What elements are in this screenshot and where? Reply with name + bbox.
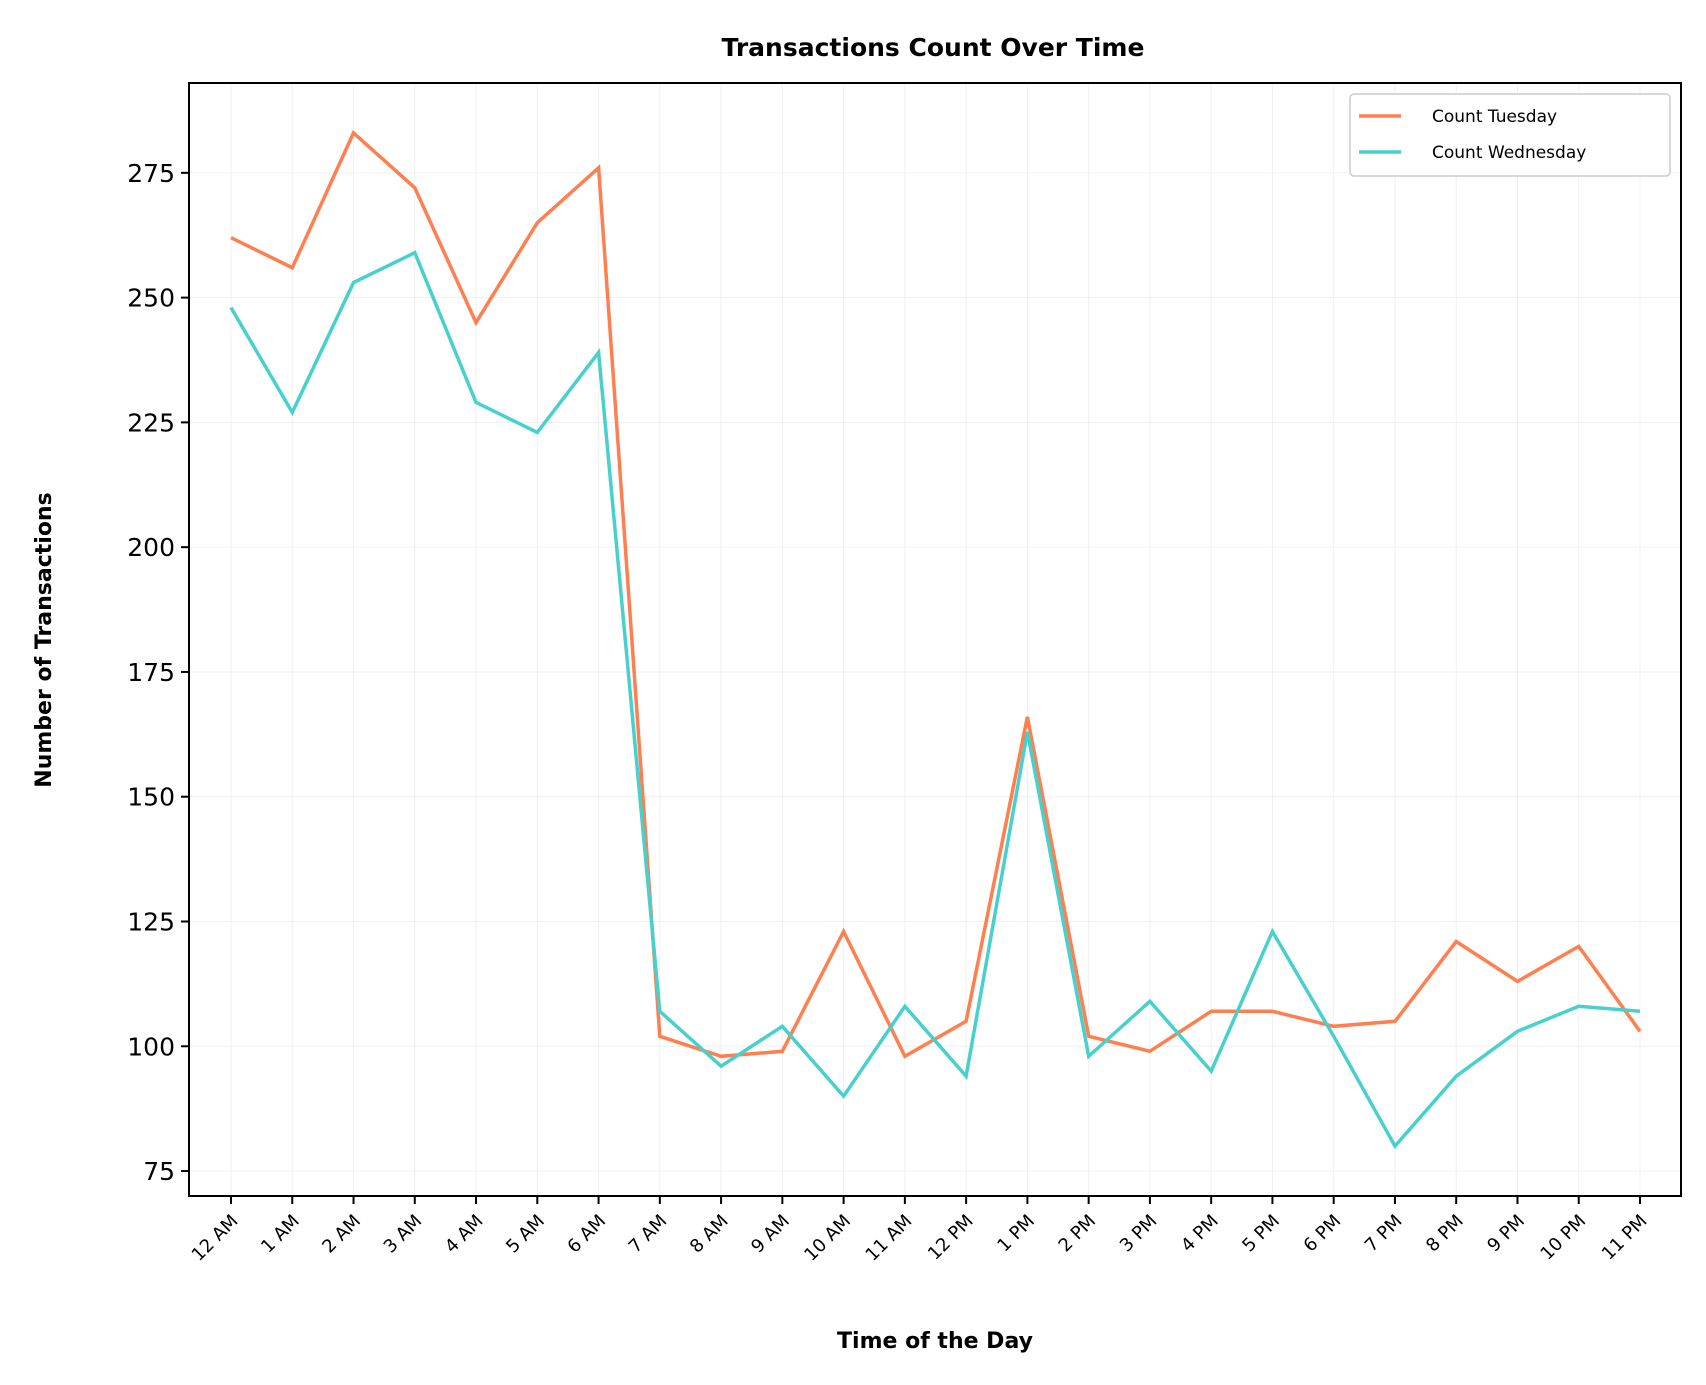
series-lines <box>229 130 1642 1150</box>
legend-box <box>1349 93 1671 177</box>
y-tick-label: 75 <box>143 1157 175 1186</box>
y-tick-label: 275 <box>127 159 175 188</box>
y-tick-label: 175 <box>127 658 175 687</box>
y-tick-label: 225 <box>127 408 175 437</box>
series-line-count-wednesday <box>229 250 1641 1150</box>
x-axis-label: Time of the Day <box>837 1329 1033 1354</box>
chart-title: Transactions Count Over Time <box>722 33 1145 62</box>
legend-label-tuesday: Count Tuesday <box>1432 107 1557 127</box>
y-axis-ticks: 75 100 125 150 175 200 225 250 275 <box>127 159 189 1186</box>
y-tick-label: 150 <box>127 783 175 812</box>
y-tick-label: 125 <box>127 907 175 936</box>
y-tick-label: 250 <box>127 284 175 313</box>
plot-frame <box>188 82 1682 1197</box>
legend-label-wednesday: Count Wednesday <box>1432 143 1586 163</box>
legend: Count Tuesday Count Wednesday <box>1349 93 1671 177</box>
y-axis-label: Number of Transactions <box>32 492 57 787</box>
grid <box>189 83 1681 1196</box>
y-tick-label: 200 <box>127 533 175 562</box>
y-tick-label: 100 <box>127 1032 175 1061</box>
